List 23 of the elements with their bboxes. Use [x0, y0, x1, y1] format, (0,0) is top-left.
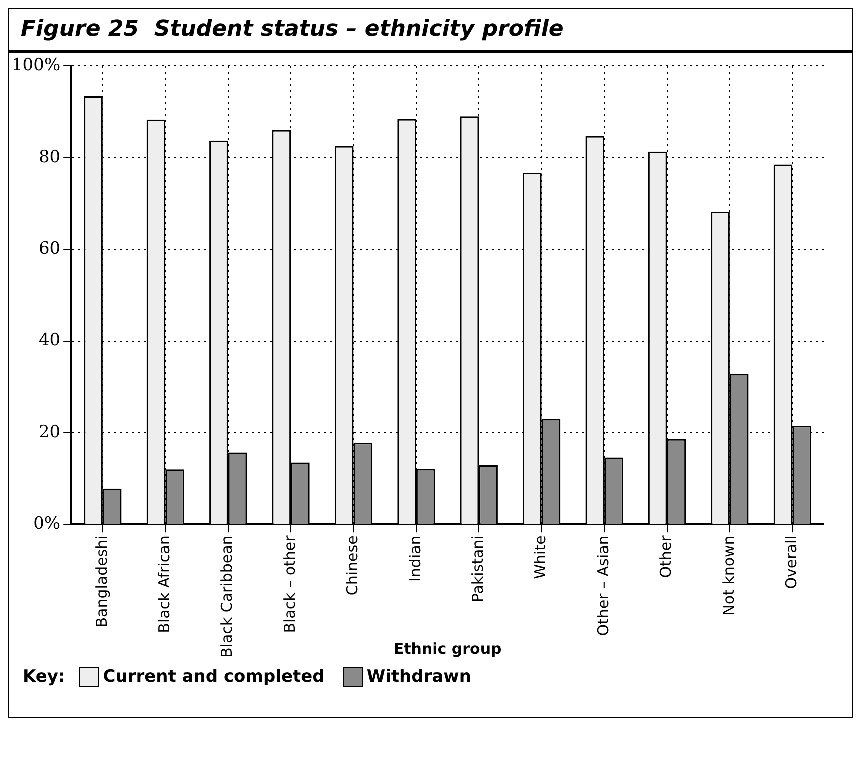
x-tick-label: Not known [720, 536, 738, 616]
y-tick-label: 100% [12, 56, 61, 76]
x-tick-label: Other [657, 534, 676, 578]
x-tick-label: Chinese [344, 536, 362, 596]
y-tick-label: 40 [38, 330, 61, 351]
x-tick-label: Overall [782, 536, 801, 590]
y-tick-label: 0% [34, 514, 61, 534]
x-tick-label: Indian [406, 536, 424, 582]
x-tick-label: Black Caribbean [218, 536, 236, 658]
legend-label: Current and completed [103, 667, 325, 687]
chart-title: Figure 25 Student status – ethnicity profile [9, 9, 852, 53]
legend-title: Key: [23, 667, 66, 687]
x-tick-label: Other – Asian [594, 536, 612, 636]
x-tick-label: Pakistani [469, 536, 488, 603]
x-tick-label: Black – other [280, 534, 299, 634]
y-tick-label: 60 [38, 239, 61, 260]
y-tick-label: 80 [38, 147, 61, 168]
legend-label: Withdrawn [366, 667, 472, 687]
x-tick-label: White [532, 536, 550, 580]
x-tick-label: Bangladeshi [92, 536, 111, 628]
y-tick-label: 20 [38, 422, 61, 442]
x-axis-title: Ethnic group [394, 640, 502, 658]
x-tick-label: Black African [156, 536, 174, 634]
